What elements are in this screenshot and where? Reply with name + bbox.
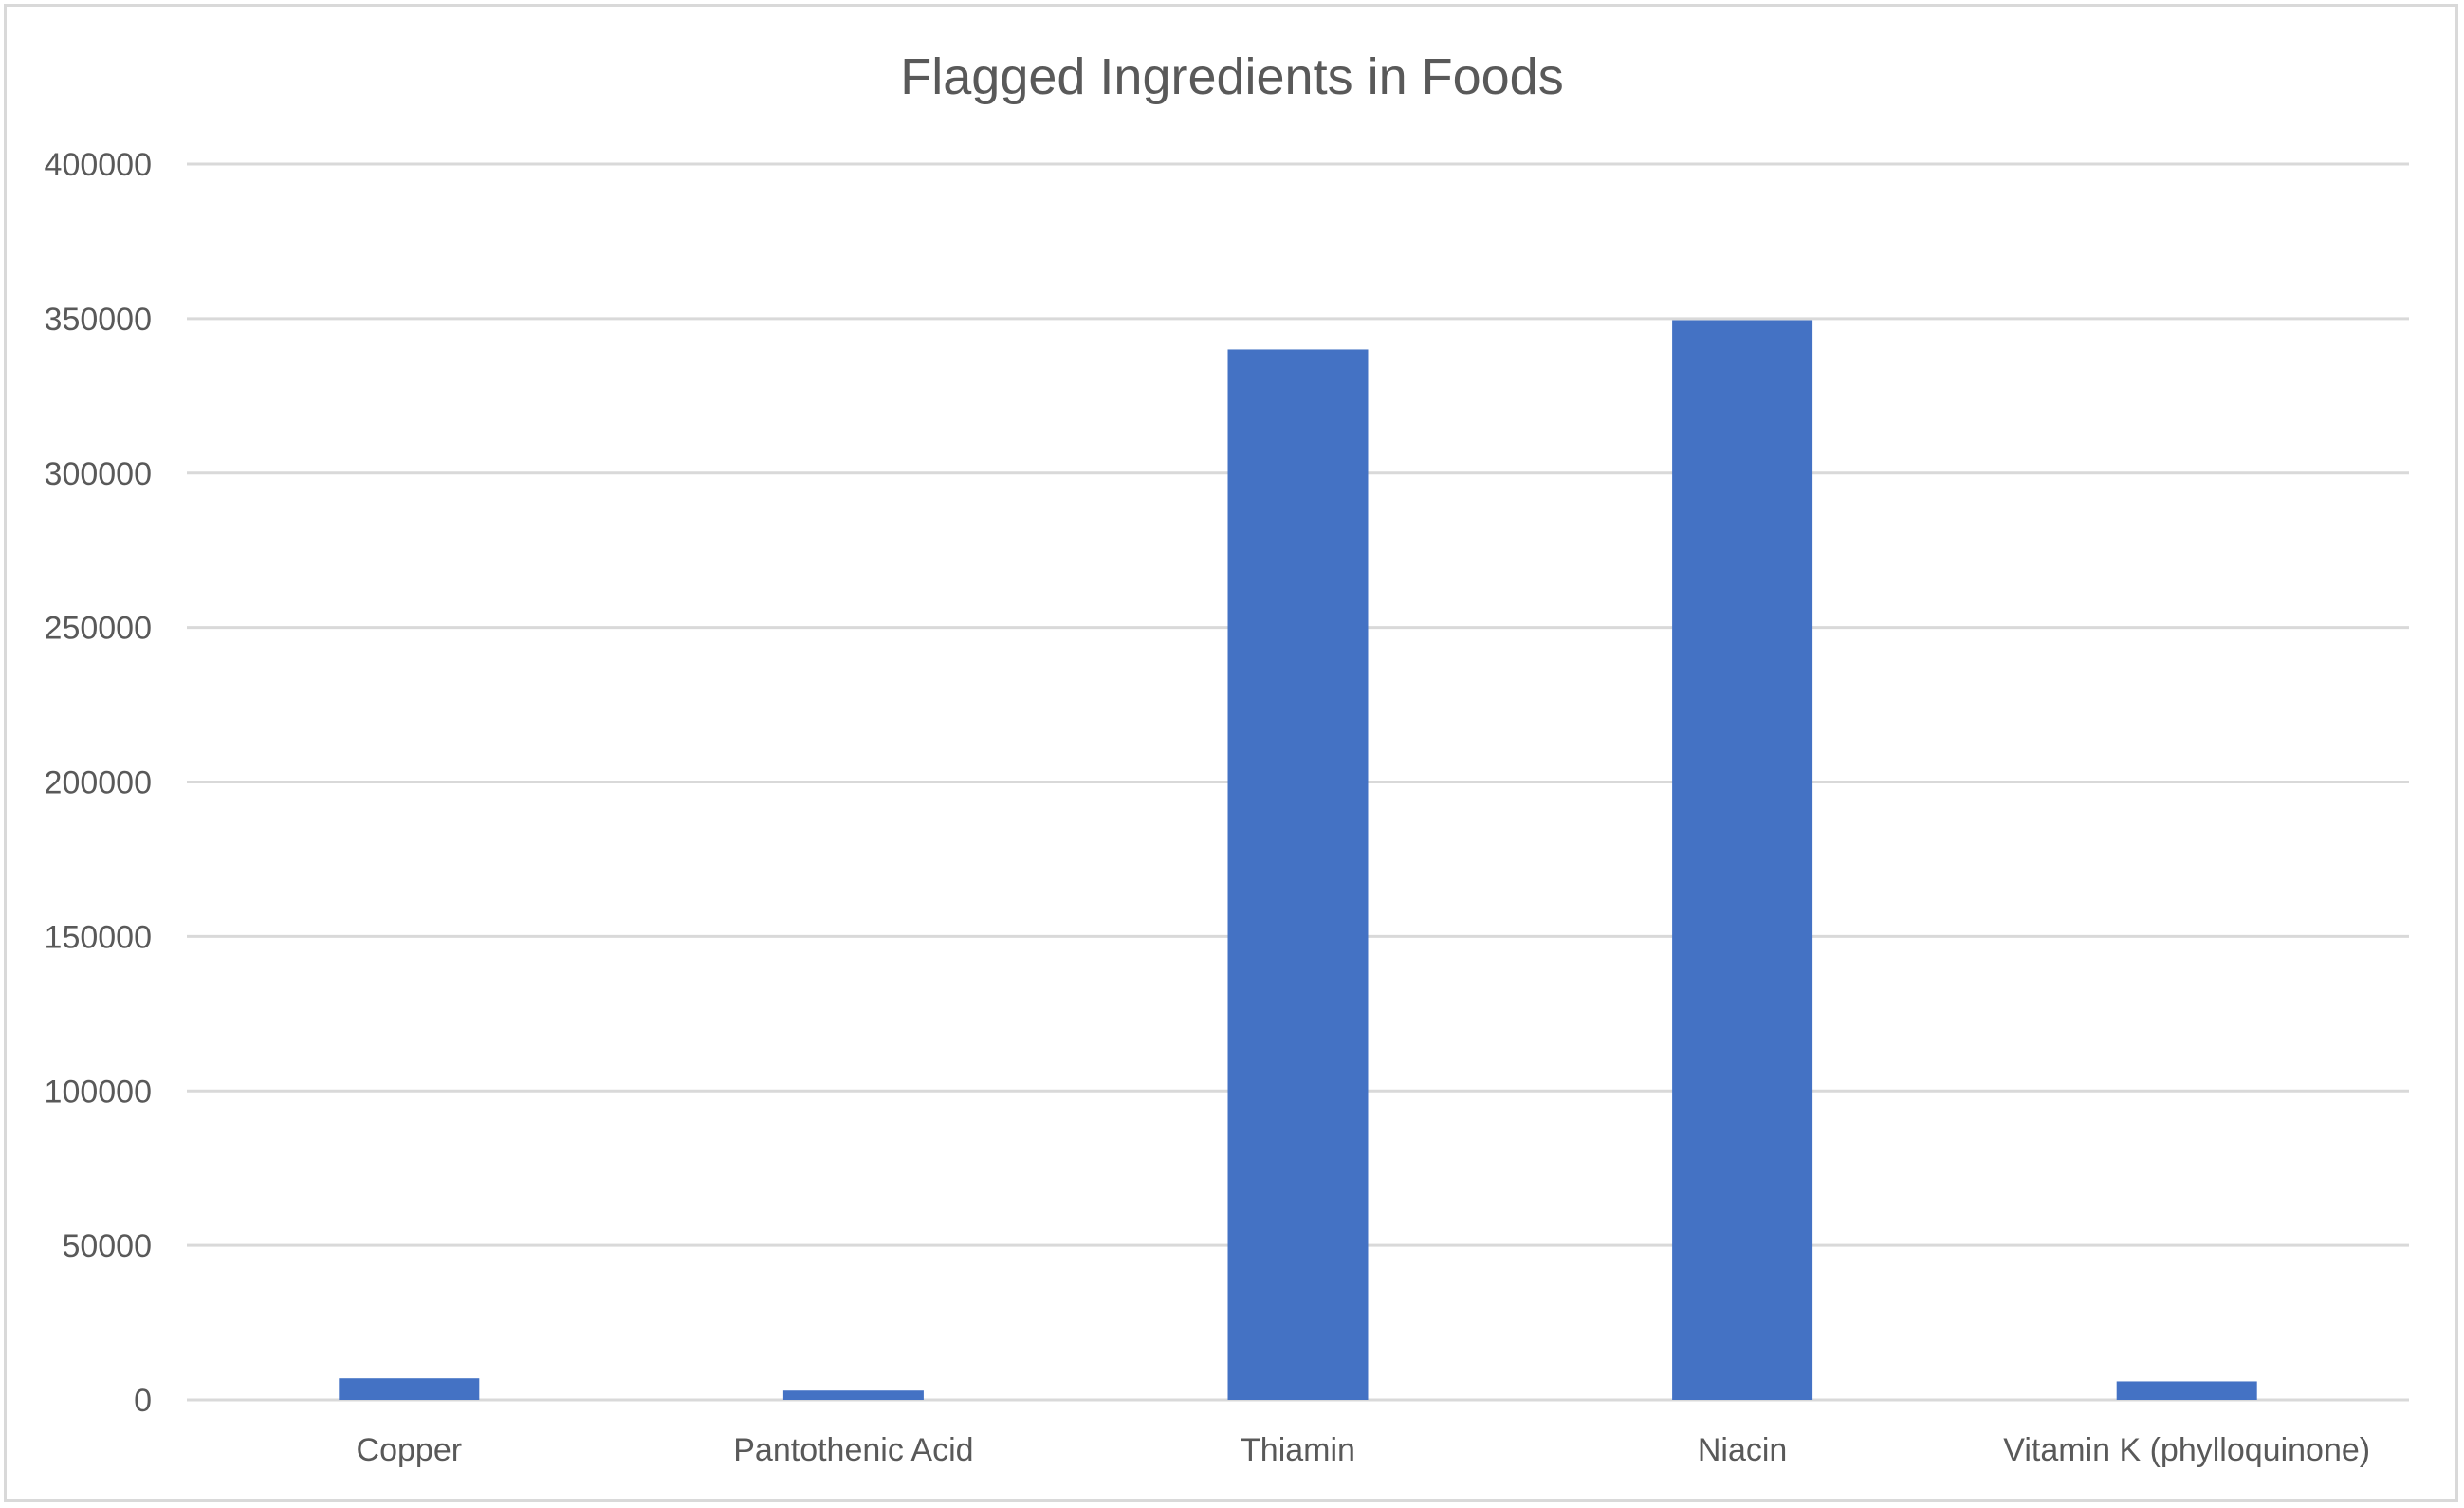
y-tick-label: 200000 bbox=[45, 765, 152, 801]
x-tick-label: Copper bbox=[357, 1432, 463, 1468]
y-axis-tick-labels: 0 50000 100000 150000 200000 250000 300000 3500… bbox=[45, 147, 152, 1419]
bars bbox=[339, 320, 2257, 1401]
x-tick-label: Pantothenic Acid bbox=[733, 1432, 973, 1468]
y-tick-label: 400000 bbox=[45, 147, 152, 183]
bar-copper bbox=[339, 1378, 480, 1400]
y-tick-label: 50000 bbox=[62, 1228, 152, 1264]
x-axis-tick-labels: Copper Pantothenic Acid Thiamin Niacin Vitam… bbox=[357, 1432, 2371, 1468]
bar-niacin bbox=[1672, 320, 1813, 1400]
bar-pantothenic-acid bbox=[782, 1390, 924, 1400]
x-tick-label: Vitamin K (phylloquinone) bbox=[2003, 1432, 2370, 1468]
bar-thiamin bbox=[1227, 349, 1369, 1401]
x-tick-label: Thiamin bbox=[1241, 1432, 1355, 1468]
y-tick-label: 150000 bbox=[45, 919, 152, 955]
y-tick-label: 100000 bbox=[45, 1074, 152, 1110]
y-tick-label: 0 bbox=[134, 1383, 152, 1419]
bar-vitamin-k-phylloquinone bbox=[2116, 1381, 2257, 1400]
chart-title: Flagged Ingredients in Foods bbox=[900, 48, 1563, 105]
x-tick-label: Niacin bbox=[1698, 1432, 1787, 1468]
y-tick-label: 350000 bbox=[45, 302, 152, 338]
y-tick-label: 300000 bbox=[45, 456, 152, 492]
y-tick-label: 250000 bbox=[45, 611, 152, 647]
